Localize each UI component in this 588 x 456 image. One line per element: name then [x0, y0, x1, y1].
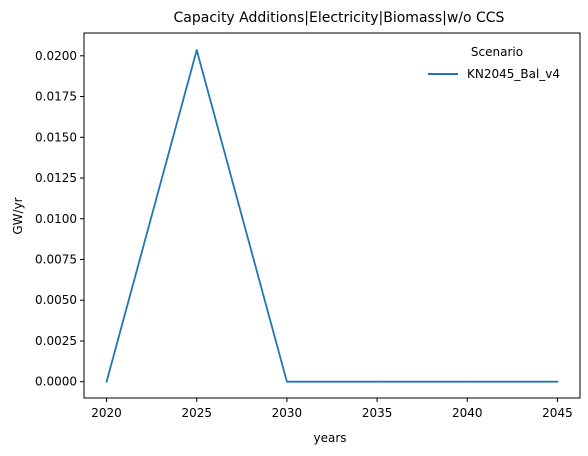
x-axis-label: years — [313, 431, 346, 445]
y-tick-label: 0.0075 — [35, 252, 77, 266]
y-tick-label: 0.0150 — [35, 130, 77, 144]
x-tick-label: 2035 — [362, 406, 393, 420]
data-point — [286, 380, 288, 383]
series-layer — [105, 49, 559, 383]
x-axis: 2020 2025 2030 2035 2040 2045 — [91, 398, 573, 420]
y-axis-label: GW/yr — [11, 197, 25, 234]
legend: Scenario KN2045_Bal_v4 — [428, 45, 560, 81]
x-tick-label: 2025 — [181, 406, 212, 420]
x-tick-label: 2045 — [542, 406, 573, 420]
legend-title: Scenario — [471, 45, 523, 59]
x-tick-label: 2040 — [452, 406, 483, 420]
y-tick-label: 0.0000 — [35, 375, 77, 389]
x-tick-label: 2020 — [91, 406, 122, 420]
legend-entry-label: KN2045_Bal_v4 — [467, 67, 560, 81]
y-tick-label: 0.0175 — [35, 90, 77, 104]
data-point — [105, 380, 108, 383]
data-point — [376, 380, 378, 383]
y-tick-label: 0.0025 — [35, 334, 77, 348]
y-tick-label: 0.0050 — [35, 293, 77, 307]
data-point — [556, 380, 559, 383]
data-point — [466, 380, 469, 383]
y-tick-label: 0.0125 — [35, 171, 77, 185]
y-axis: 0.0000 0.0025 0.0050 0.0075 0.0100 0.0125 0.01… — [35, 49, 84, 389]
chart-title: Capacity Additions|Electricity|Biomass|w… — [174, 10, 505, 26]
series-line — [105, 49, 558, 383]
plot-area — [83, 32, 581, 399]
data-point — [195, 49, 198, 52]
x-tick-label: 2030 — [272, 406, 303, 420]
y-tick-label: 0.0200 — [35, 49, 77, 63]
y-tick-label: 0.0100 — [35, 212, 77, 226]
